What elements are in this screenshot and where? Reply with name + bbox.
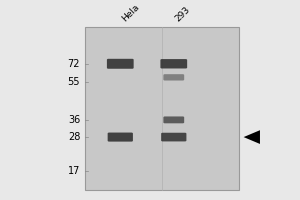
Text: 72: 72 [68,59,80,69]
Text: 55: 55 [68,77,80,87]
FancyBboxPatch shape [107,59,134,69]
FancyBboxPatch shape [161,133,186,141]
FancyBboxPatch shape [164,116,184,123]
Polygon shape [244,130,260,144]
FancyBboxPatch shape [108,133,133,142]
FancyBboxPatch shape [85,27,239,190]
FancyBboxPatch shape [160,59,187,68]
Text: 28: 28 [68,132,80,142]
FancyBboxPatch shape [164,74,184,81]
Text: 293: 293 [174,5,192,23]
Text: 17: 17 [68,166,80,176]
Text: Hela: Hela [120,2,141,23]
Text: 36: 36 [68,115,80,125]
